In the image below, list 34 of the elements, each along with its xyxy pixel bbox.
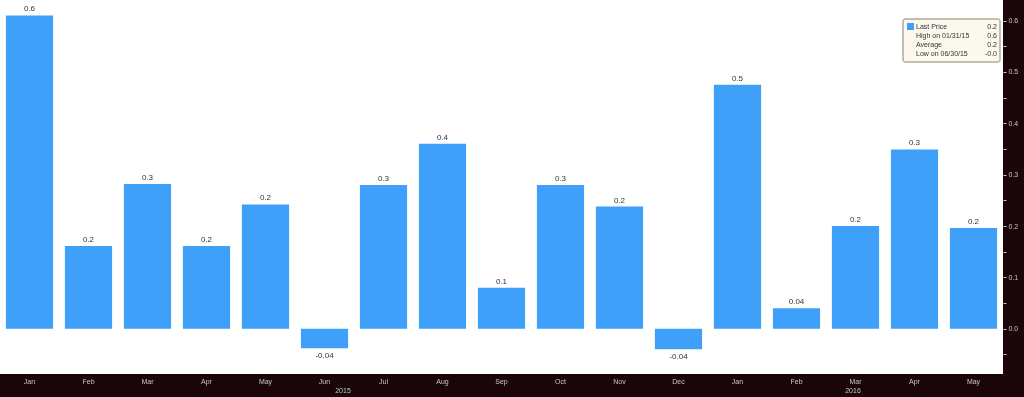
bar: [418, 143, 467, 329]
bar: [477, 287, 526, 329]
data-label: -0.04: [315, 351, 335, 361]
bar: [713, 84, 762, 329]
data-label: 0.3: [554, 173, 567, 183]
data-label: 0.2: [200, 235, 213, 245]
bar: [241, 204, 290, 329]
data-label: 0.2: [259, 193, 272, 203]
bar: [5, 15, 54, 329]
bar: [300, 328, 349, 349]
data-label: 0.3: [377, 173, 390, 183]
data-label: 0.1: [495, 276, 508, 286]
bar: [595, 206, 644, 329]
data-label: 0.04: [788, 297, 805, 307]
data-label: 0.2: [82, 235, 95, 245]
data-label: 0.3: [141, 172, 154, 182]
data-label: 0.2: [613, 195, 626, 205]
data-label: 0.6: [23, 4, 36, 14]
bar: [949, 228, 998, 329]
data-label: 0.4: [436, 132, 449, 142]
bar: [831, 226, 880, 329]
bar: [182, 246, 231, 329]
bar: [654, 328, 703, 350]
bar: [772, 308, 821, 329]
bar: [64, 246, 113, 329]
data-label: 0.5: [731, 73, 744, 83]
bar: [123, 183, 172, 329]
bar: [536, 184, 585, 329]
data-label: 0.3: [908, 138, 921, 148]
data-label: -0.04: [669, 352, 689, 362]
bar: [359, 184, 408, 329]
data-label: 0.2: [967, 217, 980, 227]
data-label: 0.2: [849, 215, 862, 225]
bar: [890, 149, 939, 329]
